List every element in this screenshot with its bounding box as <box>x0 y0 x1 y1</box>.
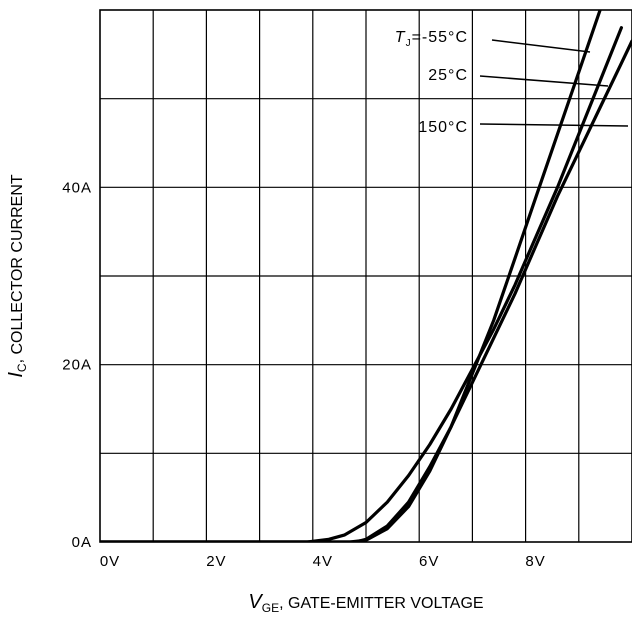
x-axis-title: VGE, GATE-EMITTER VOLTAGE <box>248 591 483 615</box>
legend-label-2: 150°C <box>418 119 468 136</box>
x-tick-label: 2V <box>206 553 226 570</box>
y-tick-label: 40A <box>62 179 92 196</box>
x-tick-label: 8V <box>525 553 545 570</box>
legend-parameter-symbol: T <box>395 29 406 46</box>
x-axis-symbol: V <box>248 591 263 613</box>
legend-leader-line-1 <box>479 75 609 87</box>
legend-leader-line-0 <box>491 39 591 53</box>
y-tick-label: 0A <box>72 534 92 551</box>
x-axis-text: , GATE-EMITTER VOLTAGE <box>279 595 483 612</box>
x-axis-subscript: GE <box>262 601 279 615</box>
series-line-1 <box>100 26 623 542</box>
x-tick-labels: 0V 2V 4V 6V 8V <box>100 553 545 570</box>
series-lines <box>100 10 632 542</box>
x-tick-label: 6V <box>419 553 439 570</box>
plot-frame <box>99 9 632 543</box>
plot-area: TJ=-55°C 25°C 150°C <box>99 9 632 543</box>
y-axis-title: IC, COLLECTOR CURRENT <box>5 174 29 378</box>
x-tick-label: 4V <box>313 553 333 570</box>
y-axis-subscript: C <box>15 363 29 372</box>
legend-parameter-subscript: J <box>406 38 412 49</box>
legend-leader-line-2 <box>479 123 629 127</box>
legend-label-0: TJ=-55°C <box>395 29 468 49</box>
x-tick-label: 0V <box>100 553 120 570</box>
legend: TJ=-55°C 25°C 150°C <box>395 29 629 136</box>
y-axis-symbol: I <box>5 372 27 378</box>
y-axis-text: , COLLECTOR CURRENT <box>9 174 26 363</box>
y-tick-labels: 0A 20A 40A <box>62 179 92 551</box>
series-line-2 <box>100 39 632 542</box>
y-tick-label: 20A <box>62 357 92 374</box>
legend-series-name: =-55°C <box>412 29 468 46</box>
grid <box>100 10 632 542</box>
legend-label-1: 25°C <box>428 67 468 84</box>
